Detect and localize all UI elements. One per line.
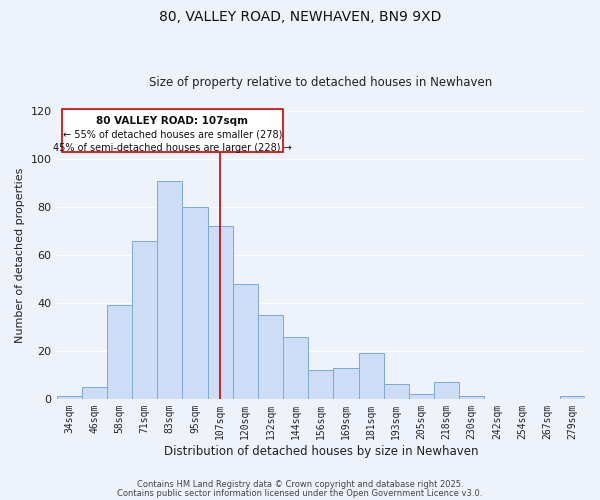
- Text: 80, VALLEY ROAD, NEWHAVEN, BN9 9XD: 80, VALLEY ROAD, NEWHAVEN, BN9 9XD: [159, 10, 441, 24]
- Text: Contains public sector information licensed under the Open Government Licence v3: Contains public sector information licen…: [118, 490, 482, 498]
- Bar: [62, 109, 283, 152]
- Text: 45% of semi-detached houses are larger (228) →: 45% of semi-detached houses are larger (…: [53, 142, 292, 152]
- Bar: [359, 354, 383, 399]
- Bar: [208, 226, 233, 399]
- Bar: [107, 306, 132, 399]
- X-axis label: Distribution of detached houses by size in Newhaven: Distribution of detached houses by size …: [164, 444, 478, 458]
- Bar: [409, 394, 434, 399]
- Bar: [182, 208, 208, 399]
- Bar: [383, 384, 409, 399]
- Text: ← 55% of detached houses are smaller (278): ← 55% of detached houses are smaller (27…: [62, 130, 282, 140]
- Bar: [560, 396, 585, 399]
- Bar: [56, 396, 82, 399]
- Y-axis label: Number of detached properties: Number of detached properties: [15, 168, 25, 343]
- Bar: [132, 241, 157, 399]
- Bar: [258, 315, 283, 399]
- Text: Contains HM Land Registry data © Crown copyright and database right 2025.: Contains HM Land Registry data © Crown c…: [137, 480, 463, 489]
- Bar: [334, 368, 359, 399]
- Bar: [233, 284, 258, 399]
- Bar: [434, 382, 459, 399]
- Text: 80 VALLEY ROAD: 107sqm: 80 VALLEY ROAD: 107sqm: [96, 116, 248, 126]
- Title: Size of property relative to detached houses in Newhaven: Size of property relative to detached ho…: [149, 76, 493, 90]
- Bar: [459, 396, 484, 399]
- Bar: [157, 181, 182, 399]
- Bar: [308, 370, 334, 399]
- Bar: [82, 387, 107, 399]
- Bar: [283, 336, 308, 399]
